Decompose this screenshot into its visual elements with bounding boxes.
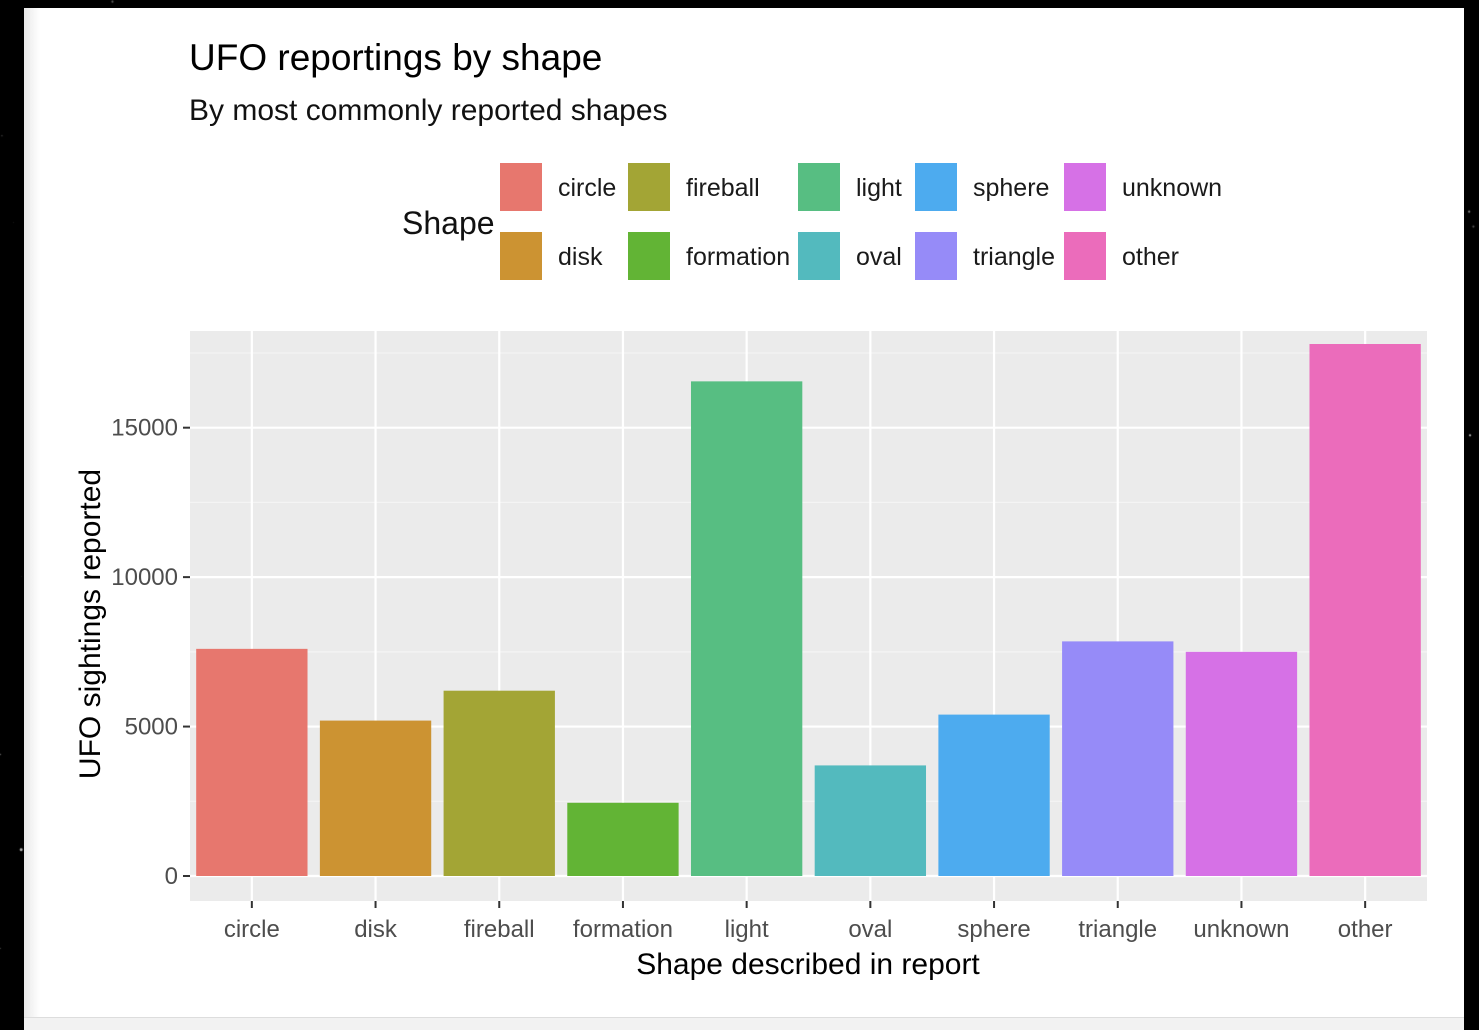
- bar-fireball: [443, 690, 555, 876]
- x-axis: circle disk fireball formation light oval sphe…: [224, 901, 1393, 943]
- bar-oval: [814, 765, 927, 876]
- legend-key-sphere: [915, 163, 957, 211]
- legend-key-unknown: [1064, 163, 1106, 211]
- legend-key-disk: [500, 232, 542, 280]
- legend-label-light: light: [856, 174, 902, 202]
- bar-disk: [319, 720, 432, 876]
- y-tick-label: 10000: [111, 564, 178, 591]
- chart-subtitle: By most commonly reported shapes: [189, 94, 668, 127]
- panel-shadow: [24, 8, 40, 1030]
- bar-circle: [196, 648, 308, 876]
- legend-label-disk: disk: [558, 243, 603, 271]
- legend-label-circle: circle: [558, 174, 616, 202]
- bar-light: [690, 381, 803, 876]
- legend-key-light: [798, 163, 840, 211]
- legend-label-other: other: [1122, 243, 1179, 271]
- chart-panel: UFO reportings by shape By most commonly…: [24, 8, 1464, 1030]
- x-tick-label: disk: [354, 916, 398, 943]
- x-tick-label: light: [725, 916, 769, 943]
- bars: [196, 344, 1421, 876]
- legend-label-unknown: unknown: [1122, 174, 1222, 202]
- y-tick-label: 0: [165, 863, 178, 890]
- x-tick-label: sphere: [957, 916, 1030, 943]
- x-tick-label: other: [1338, 916, 1393, 943]
- legend: circle disk fireball formation light oval sphe…: [500, 163, 1222, 280]
- x-tick-label: oval: [848, 916, 892, 943]
- legend-key-oval: [798, 232, 840, 280]
- y-tick-label: 5000: [125, 714, 178, 741]
- legend-title: Shape: [402, 205, 495, 241]
- y-axis: 0 5000 10000 15000: [111, 415, 190, 890]
- legend-label-oval: oval: [856, 243, 902, 271]
- legend-label-sphere: sphere: [973, 174, 1049, 202]
- bar-unknown: [1185, 651, 1298, 876]
- legend-key-circle: [500, 163, 542, 211]
- legend-key-triangle: [915, 232, 957, 280]
- x-axis-title: Shape described in report: [636, 948, 980, 981]
- y-axis-title: UFO sightings reported: [74, 469, 107, 779]
- bar-sphere: [938, 714, 1050, 876]
- bar-formation: [567, 802, 679, 876]
- x-tick-label: circle: [224, 916, 280, 943]
- legend-key-formation: [628, 232, 670, 280]
- y-tick-label: 15000: [111, 415, 178, 442]
- x-tick-label: unknown: [1193, 916, 1289, 943]
- bar-triangle: [1062, 641, 1174, 876]
- bar-chart: UFO reportings by shape By most commonly…: [74, 37, 1427, 981]
- x-tick-label: fireball: [464, 916, 535, 943]
- bar-other: [1309, 344, 1421, 876]
- x-tick-label: triangle: [1078, 916, 1157, 943]
- legend-key-other: [1064, 232, 1106, 280]
- chart-title: UFO reportings by shape: [189, 37, 602, 78]
- legend-label-formation: formation: [686, 243, 790, 271]
- x-tick-label: formation: [573, 916, 673, 943]
- panel-bottom-bar: [24, 1017, 1464, 1030]
- legend-key-fireball: [628, 163, 670, 211]
- legend-label-triangle: triangle: [973, 243, 1055, 271]
- legend-label-fireball: fireball: [686, 174, 760, 202]
